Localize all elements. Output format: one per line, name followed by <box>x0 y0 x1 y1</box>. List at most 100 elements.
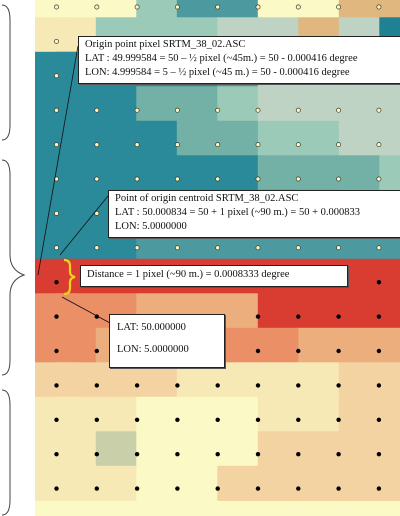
centroid-marker <box>215 176 221 182</box>
raster-cell <box>257 465 299 501</box>
centroid-marker <box>54 142 59 148</box>
raster-cell <box>338 327 380 363</box>
raster-cell <box>298 293 340 329</box>
centroid-marker <box>295 245 301 251</box>
raster-cell <box>338 120 380 156</box>
centroid-marker <box>255 107 261 113</box>
distance-brace <box>63 258 76 296</box>
centroid-marker <box>376 107 382 113</box>
centroid-marker <box>134 107 140 113</box>
centroid-marker <box>255 314 261 319</box>
raster-cell <box>379 155 400 191</box>
centroid-marker <box>255 176 261 182</box>
raster-cell <box>136 362 178 398</box>
raster-cell <box>95 396 137 432</box>
centroid-marker <box>54 417 59 422</box>
raster-cell <box>55 86 97 122</box>
centroid-marker <box>376 142 382 148</box>
origin-centroid-lon: LON: 5.0000000 <box>115 221 187 232</box>
raster-cell <box>298 327 340 363</box>
origin-pixel-lat: LAT : 49.999584 = 50 – ½ pixel (~45m.) =… <box>85 53 358 64</box>
raster-cell <box>338 86 380 122</box>
raster-cell <box>55 293 97 329</box>
raster-cell <box>257 327 299 363</box>
raster-cell <box>298 465 340 501</box>
raster-cell <box>338 396 380 432</box>
raster-cell <box>379 465 400 501</box>
centroid-marker <box>94 348 100 354</box>
raster-cell <box>55 431 97 467</box>
raster-cell <box>95 362 137 398</box>
centroid-marker <box>134 176 140 182</box>
raster-cell <box>55 327 97 363</box>
raster-cell <box>176 86 218 122</box>
centroid-marker <box>134 142 140 148</box>
raster-cell <box>217 396 259 432</box>
centroid-marker <box>174 142 180 148</box>
centroid-marker <box>215 383 220 388</box>
centroid-marker <box>255 383 261 388</box>
centroid-marker <box>336 417 341 422</box>
centroid-marker <box>376 4 382 10</box>
raster-cell <box>298 120 340 156</box>
centroid-marker <box>134 245 140 251</box>
centroid-marker <box>376 176 382 182</box>
raster-cell <box>379 258 400 294</box>
raster-cell <box>217 465 259 501</box>
centroid-marker <box>174 176 180 182</box>
raster-cell <box>338 465 380 501</box>
lower-left-bracket <box>1 389 11 516</box>
callout-origin-centroid: Point of origin centroid SRTM_38_02.ASC … <box>108 190 400 238</box>
leader-origin-centroid <box>59 195 109 256</box>
centroid-marker <box>376 348 382 354</box>
raster-cell <box>136 86 178 122</box>
origin-pixel-title: Origin point pixel SRTM_38_02.ASC <box>85 39 246 50</box>
centroid-marker <box>54 383 59 388</box>
centroid-marker <box>296 383 301 388</box>
raster-cell <box>298 396 340 432</box>
centroid-marker <box>255 486 261 491</box>
centroid-marker <box>94 452 100 457</box>
leader-latlon <box>61 296 111 324</box>
centroid-marker <box>336 348 341 354</box>
centroid-marker <box>255 417 261 422</box>
centroid-marker <box>134 417 140 422</box>
raster-cell <box>136 396 178 432</box>
raster-cell <box>217 120 259 156</box>
centroid-marker <box>54 38 59 44</box>
raster-cell <box>136 465 178 501</box>
centroid-marker <box>336 245 342 251</box>
latlon-lat: LAT: 50.000000 <box>117 322 186 333</box>
raster-cell <box>298 86 340 122</box>
centroid-marker <box>54 486 59 491</box>
centroid-marker <box>296 486 301 491</box>
centroid-marker <box>296 417 301 422</box>
centroid-marker <box>134 452 140 457</box>
raster-cell <box>176 396 218 432</box>
centroid-marker <box>54 107 59 113</box>
centroid-marker <box>376 245 382 251</box>
centroid-marker <box>175 383 180 388</box>
centroid-marker <box>255 452 261 457</box>
centroid-marker <box>134 383 140 388</box>
centroid-marker <box>174 245 180 251</box>
centroid-marker <box>376 280 382 285</box>
centroid-marker <box>175 452 180 457</box>
raster-cell <box>136 155 178 191</box>
raster-cell <box>176 155 218 191</box>
raster-cell <box>379 86 400 122</box>
middle-left-bracket <box>1 159 26 376</box>
callout-origin-pixel: Origin point pixel SRTM_38_02.ASC LAT : … <box>78 36 400 84</box>
raster-cell <box>217 362 259 398</box>
latlon-lon: LON: 5.0000000 <box>117 344 189 355</box>
raster-cell <box>136 431 178 467</box>
raster-cell <box>176 431 218 467</box>
raster-cell <box>55 396 97 432</box>
raster-cell <box>298 362 340 398</box>
centroid-marker <box>54 73 59 79</box>
centroid-marker <box>94 142 100 148</box>
centroid-marker <box>295 4 301 10</box>
raster-cell <box>217 155 259 191</box>
centroid-marker <box>215 142 221 148</box>
